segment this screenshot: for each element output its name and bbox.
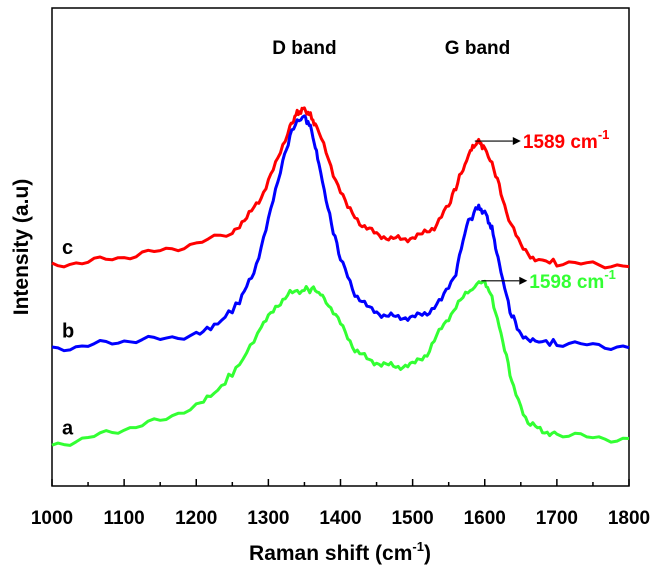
peak-arrow-head <box>512 137 521 146</box>
series-b-line <box>51 114 630 353</box>
x-tick-label: 1800 <box>608 508 650 529</box>
peak-position-label: 1598 cm-1 <box>529 267 616 293</box>
band-label: G band <box>445 38 510 59</box>
x-tick-label: 1600 <box>464 508 506 529</box>
y-axis-title: Intensity (a.u) <box>10 179 33 316</box>
x-tick-label: 1500 <box>391 508 433 529</box>
plot-frame <box>51 7 630 487</box>
series-c-line <box>51 106 630 270</box>
peak-arrow-head <box>519 276 528 285</box>
x-tick-label: 1000 <box>31 508 73 529</box>
x-tick-label: 1300 <box>247 508 289 529</box>
peak-position-label: 1589 cm-1 <box>523 127 610 153</box>
annotations: D band G band 1589 cm-1 1598 cm-1 <box>272 38 616 293</box>
series-c-label: c <box>62 237 73 259</box>
x-tick-label: 1200 <box>175 508 217 529</box>
x-tick-label: 1700 <box>536 508 578 529</box>
series-a-line <box>51 279 630 447</box>
x-axis-title: Raman shift (cm-1) <box>249 539 431 565</box>
x-axis-ticks: 1000 1100 1200 1300 1400 1500 1600 1700 1800 <box>31 479 650 529</box>
x-tick-label: 1400 <box>319 508 361 529</box>
series-b-label: b <box>62 321 74 343</box>
series-layer <box>51 106 630 447</box>
series-a-label: a <box>62 417 74 439</box>
series-labels: c b a <box>62 237 74 440</box>
x-tick-label: 1100 <box>104 508 145 529</box>
band-label: D band <box>272 38 336 59</box>
